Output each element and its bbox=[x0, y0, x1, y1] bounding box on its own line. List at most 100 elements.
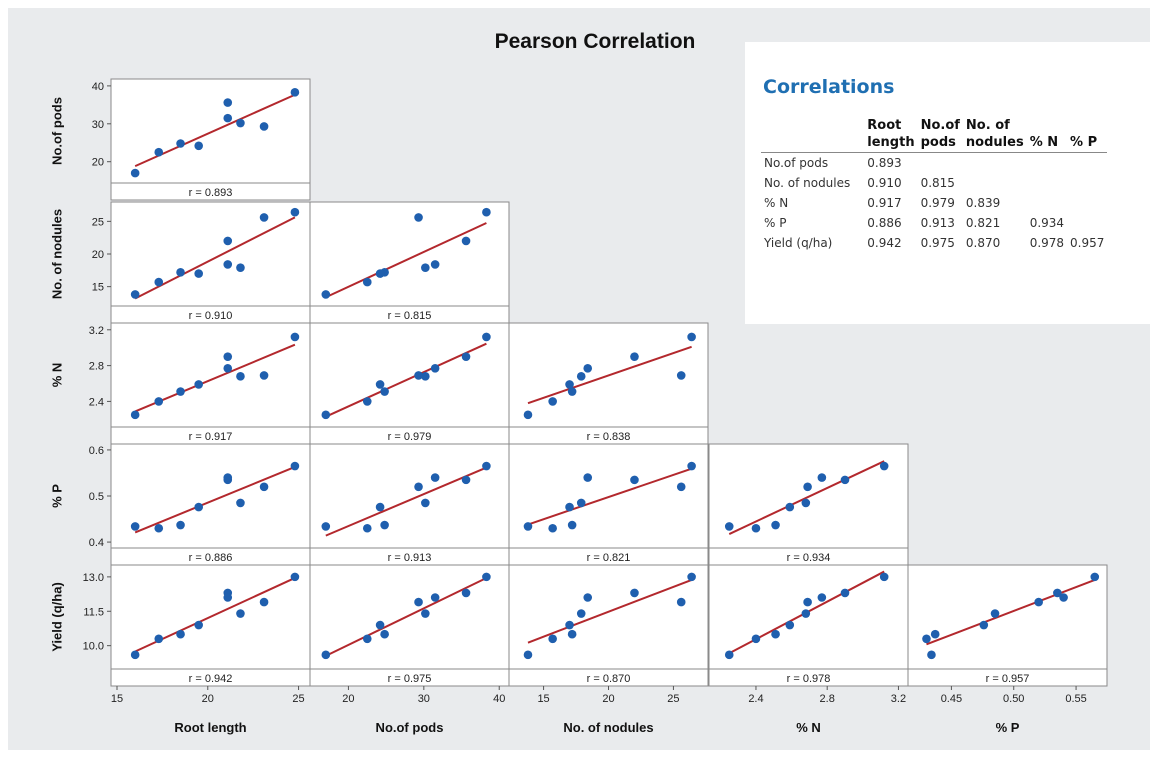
data-point bbox=[176, 139, 185, 148]
correlation-value: 0.910 bbox=[867, 176, 902, 190]
correlation-value bbox=[918, 153, 963, 174]
data-point bbox=[785, 620, 795, 630]
y-tick-label: 3.2 bbox=[89, 325, 104, 337]
y-tick-label: 30 bbox=[92, 119, 104, 131]
data-point bbox=[321, 410, 331, 420]
data-point bbox=[840, 588, 850, 598]
y-tick-label: 25 bbox=[92, 216, 104, 228]
correlation-value: 0.893 bbox=[867, 156, 902, 170]
column-header-top: Root bbox=[867, 118, 902, 133]
correlation-label: r = 0.815 bbox=[388, 310, 432, 322]
data-point bbox=[321, 650, 331, 660]
scatter-panel bbox=[110, 322, 311, 445]
correlation-value bbox=[1067, 213, 1107, 233]
column-header-top bbox=[1027, 118, 1067, 135]
column-header: length bbox=[864, 135, 918, 153]
y-axis-label: No. of nodules bbox=[49, 208, 65, 300]
data-point bbox=[879, 572, 889, 582]
y-axis-label: % N bbox=[49, 362, 65, 388]
data-point bbox=[130, 168, 140, 178]
data-point bbox=[567, 629, 577, 639]
scatter-panel bbox=[508, 443, 709, 566]
data-point bbox=[414, 213, 423, 222]
x-axis-label: No.of pods bbox=[375, 720, 444, 735]
correlations-table: Root No.of No. of length pods nodules % … bbox=[761, 118, 1108, 253]
data-point bbox=[380, 520, 389, 530]
data-point bbox=[979, 620, 989, 630]
data-point bbox=[430, 473, 440, 482]
scatter-panel bbox=[309, 322, 510, 445]
correlation-label: r = 0.870 bbox=[587, 673, 631, 685]
data-point bbox=[482, 572, 491, 582]
correlation-label: r = 0.934 bbox=[787, 552, 831, 564]
y-tick-label: 40 bbox=[92, 81, 104, 93]
y-tick-label: 0.6 bbox=[89, 445, 104, 457]
data-point bbox=[154, 397, 164, 406]
column-header: % P bbox=[1067, 135, 1108, 153]
row-label: % N bbox=[764, 196, 789, 210]
data-point bbox=[565, 380, 574, 389]
scatter-panel bbox=[508, 322, 709, 445]
data-point bbox=[154, 147, 164, 157]
scatter-panel bbox=[309, 564, 510, 687]
correlation-value bbox=[1027, 153, 1067, 174]
data-point bbox=[223, 473, 233, 482]
data-point bbox=[259, 213, 269, 222]
data-point bbox=[380, 387, 389, 396]
column-header-top: No.of bbox=[920, 118, 960, 133]
fit-line bbox=[527, 578, 692, 644]
data-point bbox=[421, 498, 430, 508]
correlation-value bbox=[1067, 193, 1107, 213]
y-tick-label: 2.4 bbox=[89, 396, 104, 408]
data-point bbox=[430, 260, 440, 269]
column-header-top bbox=[1067, 118, 1107, 135]
correlation-label: r = 0.978 bbox=[787, 673, 831, 685]
data-point bbox=[290, 572, 300, 582]
data-point bbox=[576, 498, 586, 508]
scatter-panel bbox=[110, 201, 311, 324]
row-label: No. of nodules bbox=[764, 176, 851, 190]
data-point bbox=[523, 650, 533, 660]
correlation-value bbox=[1067, 153, 1107, 174]
data-point bbox=[927, 650, 936, 660]
row-label: No.of pods bbox=[764, 156, 829, 170]
data-point bbox=[362, 634, 372, 644]
data-point bbox=[130, 290, 140, 299]
correlation-value: 0.917 bbox=[867, 196, 902, 210]
data-point bbox=[375, 269, 385, 278]
data-point bbox=[801, 498, 811, 508]
correlation-value: 0.957 bbox=[1070, 236, 1105, 250]
data-point bbox=[840, 475, 850, 485]
data-point bbox=[236, 372, 245, 381]
data-point bbox=[154, 523, 164, 533]
correlation-row: % P 0.886 0.913 0.821 0.934 bbox=[761, 213, 1107, 233]
correlation-value bbox=[1027, 173, 1067, 193]
y-tick-label: 20 bbox=[92, 249, 104, 261]
x-tick-label: 20 bbox=[602, 693, 614, 705]
scatter-panel bbox=[309, 201, 510, 324]
data-point bbox=[803, 597, 812, 607]
data-point bbox=[154, 277, 164, 287]
correlation-value: 0.978 bbox=[1029, 236, 1065, 250]
correlations-panel: Correlations Root No.of No. of length po… bbox=[745, 42, 1150, 324]
data-point bbox=[630, 588, 639, 598]
data-point bbox=[362, 277, 372, 287]
data-point bbox=[461, 475, 471, 485]
data-point bbox=[801, 609, 811, 618]
data-point bbox=[565, 502, 574, 512]
correlation-value: 0.821 bbox=[965, 216, 1001, 230]
data-point bbox=[771, 629, 780, 639]
fit-line bbox=[325, 466, 487, 537]
data-point bbox=[321, 522, 331, 531]
data-point bbox=[1090, 572, 1100, 582]
data-point bbox=[375, 620, 385, 630]
correlation-value: 0.870 bbox=[965, 236, 1001, 250]
data-point bbox=[687, 461, 696, 471]
fit-line bbox=[134, 465, 296, 534]
x-tick-label: 20 bbox=[202, 693, 214, 705]
y-tick-label: 15 bbox=[92, 282, 104, 294]
correlation-label: r = 0.838 bbox=[587, 431, 631, 443]
data-point bbox=[380, 629, 389, 639]
data-point bbox=[194, 380, 203, 389]
data-point bbox=[930, 629, 940, 639]
